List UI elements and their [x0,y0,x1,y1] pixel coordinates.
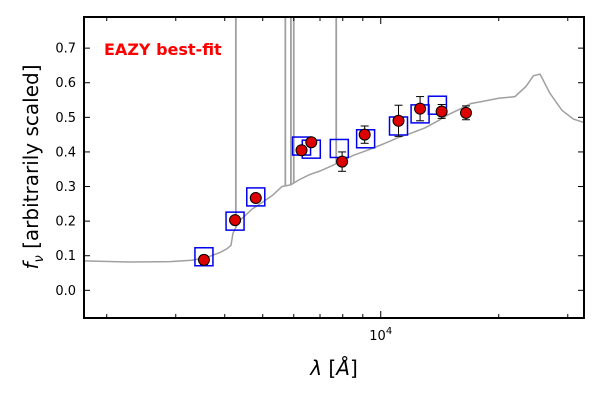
observed-point [305,136,318,149]
y-axis-label: fν [arbitrarily scaled] [19,64,47,269]
y-tick-label: 0.6 [55,76,76,91]
observed-point [392,114,405,127]
y-tick-label: 0.5 [55,111,76,126]
y-tick-label: 0.7 [55,42,76,57]
sed-line [84,73,584,263]
x-tick-label: 104 [369,326,392,344]
observed-point [459,106,472,119]
model-square [225,211,245,231]
observed-point [197,253,210,266]
y-tick-label: 0.4 [55,145,76,160]
observed-point [249,191,262,204]
plot-area [84,17,584,267]
observed-point [435,105,448,118]
y-tick-label: 0.0 [55,284,76,299]
axis-ticks: 0.0 0.1 0.2 0.3 0.4 0.5 0.6 0.7 104 [55,17,584,344]
y-tick-label: 0.1 [55,249,76,264]
y-tick-label: 0.2 [55,215,76,230]
model-square [329,138,350,159]
annotation-label: EAZY best-fit [104,40,222,59]
x-axis-label: λ [Å] [309,356,358,380]
observed-point [336,155,349,168]
observed-point [358,128,371,141]
observed-point [414,102,427,115]
model-square [246,187,266,207]
axes-frame [83,16,585,319]
y-tick-label: 0.3 [55,180,76,195]
observed-point [229,214,242,227]
observed-point [295,144,308,157]
